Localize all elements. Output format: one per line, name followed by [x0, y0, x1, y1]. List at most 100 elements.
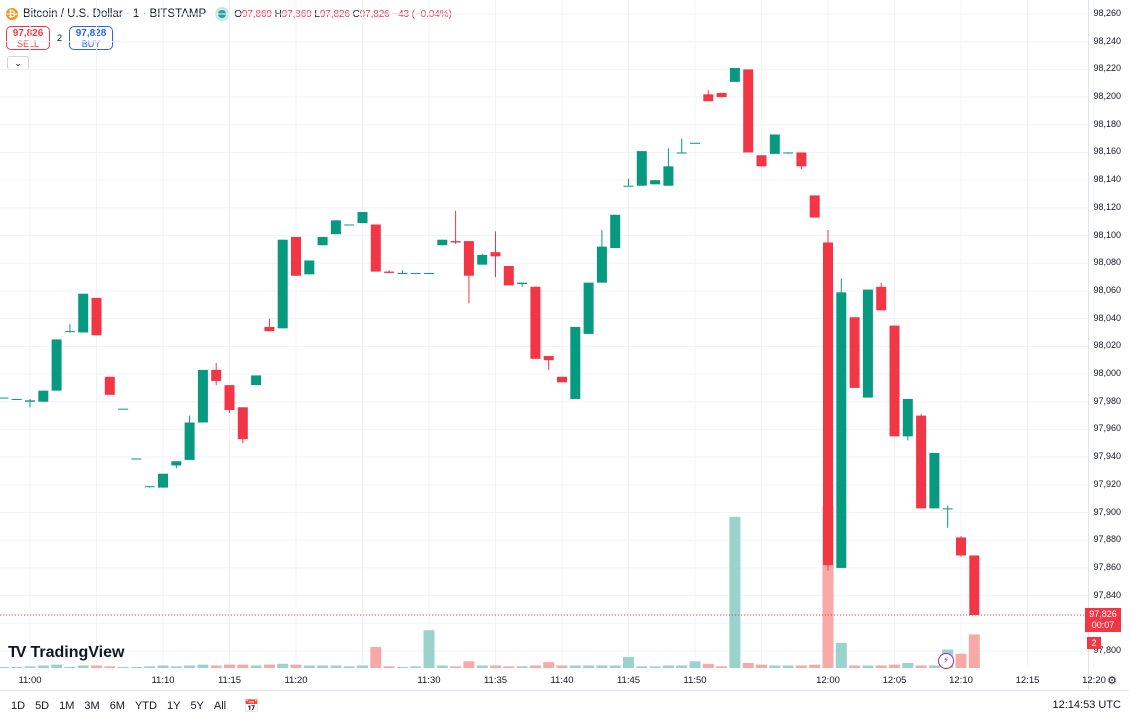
gear-icon[interactable]: ⚙ [1107, 675, 1117, 687]
price-tick-label: 98,120 [1093, 201, 1121, 212]
volume-bar [343, 666, 355, 668]
volume-bar [490, 665, 501, 668]
volume-bar [609, 665, 621, 668]
time-tick-label: 11:45 [616, 675, 641, 686]
volume-bar [623, 657, 634, 668]
candle-body [862, 289, 873, 398]
candle-body [570, 326, 581, 399]
chart-grid [0, 0, 1095, 668]
candle-body [410, 272, 421, 274]
volume-bar [543, 662, 555, 668]
candle-body [836, 292, 847, 568]
candle-body [51, 339, 62, 391]
clock-utc[interactable]: 12:14:53 UTC [1052, 699, 1121, 711]
range-button-3m[interactable]: 3M [84, 699, 100, 712]
candle-body [876, 286, 887, 311]
candle-body [251, 375, 262, 386]
volume-bar [889, 664, 900, 668]
volume-bar [170, 666, 182, 668]
candle-body [291, 236, 301, 276]
price-tick-label: 98,040 [1093, 312, 1121, 323]
candle-body [503, 266, 514, 286]
price-tick-label: 98,060 [1093, 284, 1121, 295]
volume-bar [875, 665, 887, 668]
candlestick-chart[interactable] [0, 0, 1129, 690]
calendar-icon[interactable]: 📅 [244, 698, 260, 713]
volume-bar [742, 662, 754, 668]
candle-body [91, 297, 102, 336]
candle-body [716, 92, 727, 98]
volume-bar [822, 506, 834, 668]
candle-body [118, 408, 129, 410]
volume-bar [383, 666, 395, 668]
range-button-5d[interactable]: 5D [35, 699, 50, 712]
price-tick-label: 97,920 [1093, 478, 1121, 489]
time-tick-label: 12:15 [1015, 675, 1040, 686]
candle-body [889, 325, 900, 437]
candle-body [330, 220, 341, 235]
volume-bar [303, 665, 315, 668]
volume-bar [928, 665, 940, 668]
candle-body [796, 152, 807, 167]
time-tick-label: 11:10 [151, 675, 175, 686]
price-tick-label: 98,020 [1093, 340, 1121, 351]
volume-bar [915, 665, 927, 668]
volume-bar [64, 667, 76, 668]
candle-body [743, 69, 754, 153]
range-button-1d[interactable]: 1D [11, 699, 26, 712]
lightning-icon[interactable]: ⚡ [938, 653, 954, 669]
candle-body [264, 326, 275, 332]
candle-body [623, 185, 634, 187]
candle-body [596, 246, 607, 283]
range-button-ytd[interactable]: YTD [134, 699, 157, 712]
price-tick-label: 98,140 [1093, 174, 1121, 185]
candle-body [676, 152, 687, 154]
candle-body [557, 376, 567, 383]
volume-bar [649, 666, 661, 668]
volume-bar [77, 665, 89, 668]
range-button-5y[interactable]: 5Y [190, 699, 204, 712]
candle-body [11, 398, 22, 400]
candle-body [424, 272, 434, 274]
buy-button[interactable]: 97,828 BUY [69, 26, 113, 50]
tradingview-logo-icon: TV [8, 644, 27, 661]
candle-body [916, 415, 927, 509]
range-button-all[interactable]: All [213, 699, 227, 712]
volume-bar [862, 665, 874, 668]
range-button-1m[interactable]: 1M [59, 699, 75, 712]
candle-body [197, 369, 208, 423]
range-button-1y[interactable]: 1Y [166, 699, 181, 712]
volume-bar [729, 516, 741, 668]
candle-body [517, 282, 528, 285]
volume-bar [263, 664, 275, 668]
candle-body [942, 508, 953, 510]
volume-bar [11, 667, 23, 668]
candle-body [823, 242, 833, 566]
volume-bar [583, 665, 595, 668]
bottom-toolbar: 1D 5D 1M 3M 6M YTD 1Y 5Y All 📅 12:14:53 UTC [0, 690, 1129, 720]
time-tick-label: 11:40 [550, 675, 574, 686]
volume-bar [569, 665, 581, 668]
price-tick-label: 97,880 [1093, 534, 1121, 545]
candle-body [344, 224, 355, 226]
volume-bar [0, 667, 9, 668]
current-price-value: 97,826 [1089, 609, 1117, 619]
candle-body [277, 239, 288, 329]
volume-bar [197, 664, 209, 668]
price-candles [0, 68, 980, 615]
volume-bar [436, 665, 448, 668]
candle-body [237, 407, 248, 440]
candle-body [0, 397, 9, 399]
sell-button[interactable]: 97,826 SELL [6, 26, 50, 50]
tradingview-logo[interactable]: TV TradingView [8, 644, 124, 662]
volume-bar [224, 664, 235, 668]
tradingview-logo-text: TradingView [30, 644, 125, 661]
bar-countdown: 00:07 [1091, 620, 1115, 630]
candle-body [64, 331, 75, 333]
volume-bar [104, 666, 116, 668]
volume-bar [503, 666, 515, 668]
volume-bar [662, 665, 674, 668]
range-buttons: 1D 5D 1M 3M 6M YTD 1Y 5Y All [0, 700, 226, 712]
range-button-6m[interactable]: 6M [109, 699, 125, 712]
volume-bar [556, 665, 568, 668]
